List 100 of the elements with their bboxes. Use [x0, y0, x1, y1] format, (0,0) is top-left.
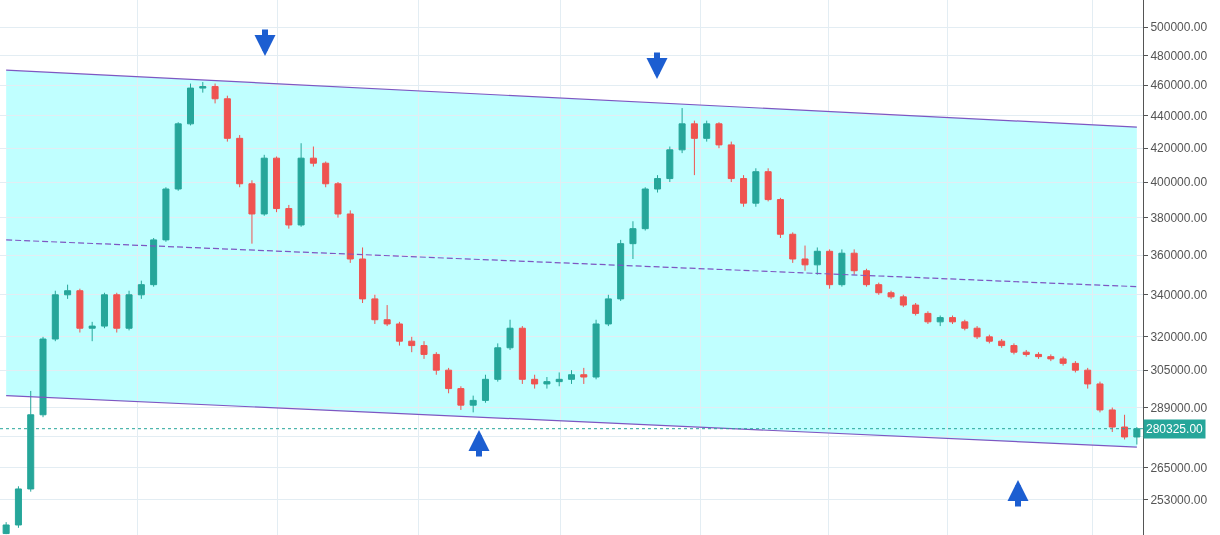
candlestick	[162, 186, 170, 243]
candlestick	[985, 334, 993, 344]
candlestick	[39, 336, 47, 418]
candlestick	[1121, 414, 1129, 440]
candlestick	[1071, 360, 1079, 373]
candlestick	[309, 146, 317, 168]
candlestick	[481, 374, 489, 404]
candlestick	[666, 146, 674, 183]
candlestick	[494, 342, 502, 383]
candlestick	[285, 204, 293, 230]
candlestick	[727, 141, 735, 183]
y-tick-label: 340000.00	[1150, 287, 1208, 302]
candlestick	[248, 179, 256, 245]
candlestick	[236, 134, 244, 188]
y-tick-label: 253000.00	[1150, 493, 1208, 508]
candlestick	[752, 167, 760, 208]
candlestick	[899, 294, 907, 308]
candlestick	[592, 319, 600, 380]
candlestick	[150, 237, 158, 288]
candlestick	[641, 186, 649, 232]
candlestick	[887, 290, 895, 300]
candlestick	[654, 174, 662, 194]
candlestick	[383, 304, 391, 327]
candlestick	[838, 248, 846, 288]
y-tick-label: 305000.00	[1150, 363, 1208, 378]
candlestick	[948, 315, 957, 325]
candlestick	[469, 395, 477, 413]
y-tick-label: 289000.00	[1150, 400, 1208, 415]
candlestick	[51, 290, 59, 342]
candlestick	[334, 181, 342, 219]
y-tick-label: 380000.00	[1150, 210, 1208, 225]
candlestick	[1022, 349, 1030, 358]
candlestick	[567, 369, 576, 385]
candlestick	[1047, 353, 1055, 362]
candlestick	[137, 280, 145, 300]
y-tick-label: 320000.00	[1150, 330, 1208, 345]
candlestick	[1010, 342, 1018, 355]
candlestick	[1035, 351, 1043, 360]
y-tick-label: 360000.00	[1150, 248, 1208, 263]
candlestick	[211, 83, 219, 104]
y-tick-label: 420000.00	[1150, 141, 1208, 156]
candlestick	[506, 319, 514, 351]
candlestick	[297, 142, 305, 228]
y-tick-label: 480000.00	[1150, 48, 1208, 63]
candlestick	[420, 340, 428, 360]
candlestick	[604, 294, 612, 327]
candlestick	[936, 315, 944, 327]
candlestick	[14, 485, 22, 529]
ref-line-label: 280325.00	[1146, 422, 1204, 436]
candlestick	[2, 521, 10, 535]
candlestick	[1108, 407, 1116, 433]
candlestick	[912, 302, 920, 316]
candlestick	[371, 294, 379, 325]
candlestick	[715, 121, 723, 149]
candlestick	[813, 246, 821, 276]
y-tick-label: 440000.00	[1150, 109, 1208, 124]
candlestick	[346, 209, 354, 264]
candlestick	[273, 155, 281, 213]
candlestick	[88, 321, 96, 342]
candlestick	[445, 367, 453, 394]
candlestick	[629, 220, 637, 260]
y-tick-label: 265000.00	[1150, 460, 1208, 475]
candlestick	[875, 282, 883, 296]
candlestick	[260, 154, 268, 217]
candlestick	[223, 95, 231, 143]
y-tick-label: 500000.00	[1150, 20, 1208, 35]
candlestick	[826, 248, 834, 290]
candlestick	[100, 292, 108, 329]
candlestick	[850, 248, 858, 276]
candlestick	[580, 367, 588, 385]
candlestick	[1084, 367, 1092, 390]
candlestick	[740, 174, 748, 208]
candlestick	[408, 336, 416, 353]
candlestick	[531, 374, 539, 390]
candlestick	[1096, 381, 1104, 413]
candlestick	[322, 161, 330, 188]
candlestick	[64, 284, 72, 300]
candlestick	[113, 292, 121, 334]
candlestick	[998, 338, 1006, 349]
candlestick	[457, 385, 465, 411]
candlestick	[76, 288, 84, 334]
candlestick	[924, 310, 932, 325]
candlestick	[555, 371, 563, 387]
candlestick	[776, 197, 784, 239]
candlestick	[186, 83, 195, 126]
candlestick	[973, 325, 981, 340]
candlestick	[678, 107, 686, 154]
candlestick	[961, 319, 969, 331]
candlestick	[764, 167, 772, 202]
candlestick	[432, 351, 440, 376]
candlestick	[801, 245, 809, 272]
candlestick	[395, 321, 403, 347]
candlestick	[199, 81, 207, 94]
candlestick	[1059, 356, 1067, 367]
candlestick	[174, 121, 182, 192]
candlestick	[543, 376, 551, 390]
candlestick	[690, 120, 698, 176]
candlestick	[125, 290, 133, 331]
y-tick-label: 400000.00	[1150, 175, 1208, 190]
candlestick	[789, 231, 797, 264]
